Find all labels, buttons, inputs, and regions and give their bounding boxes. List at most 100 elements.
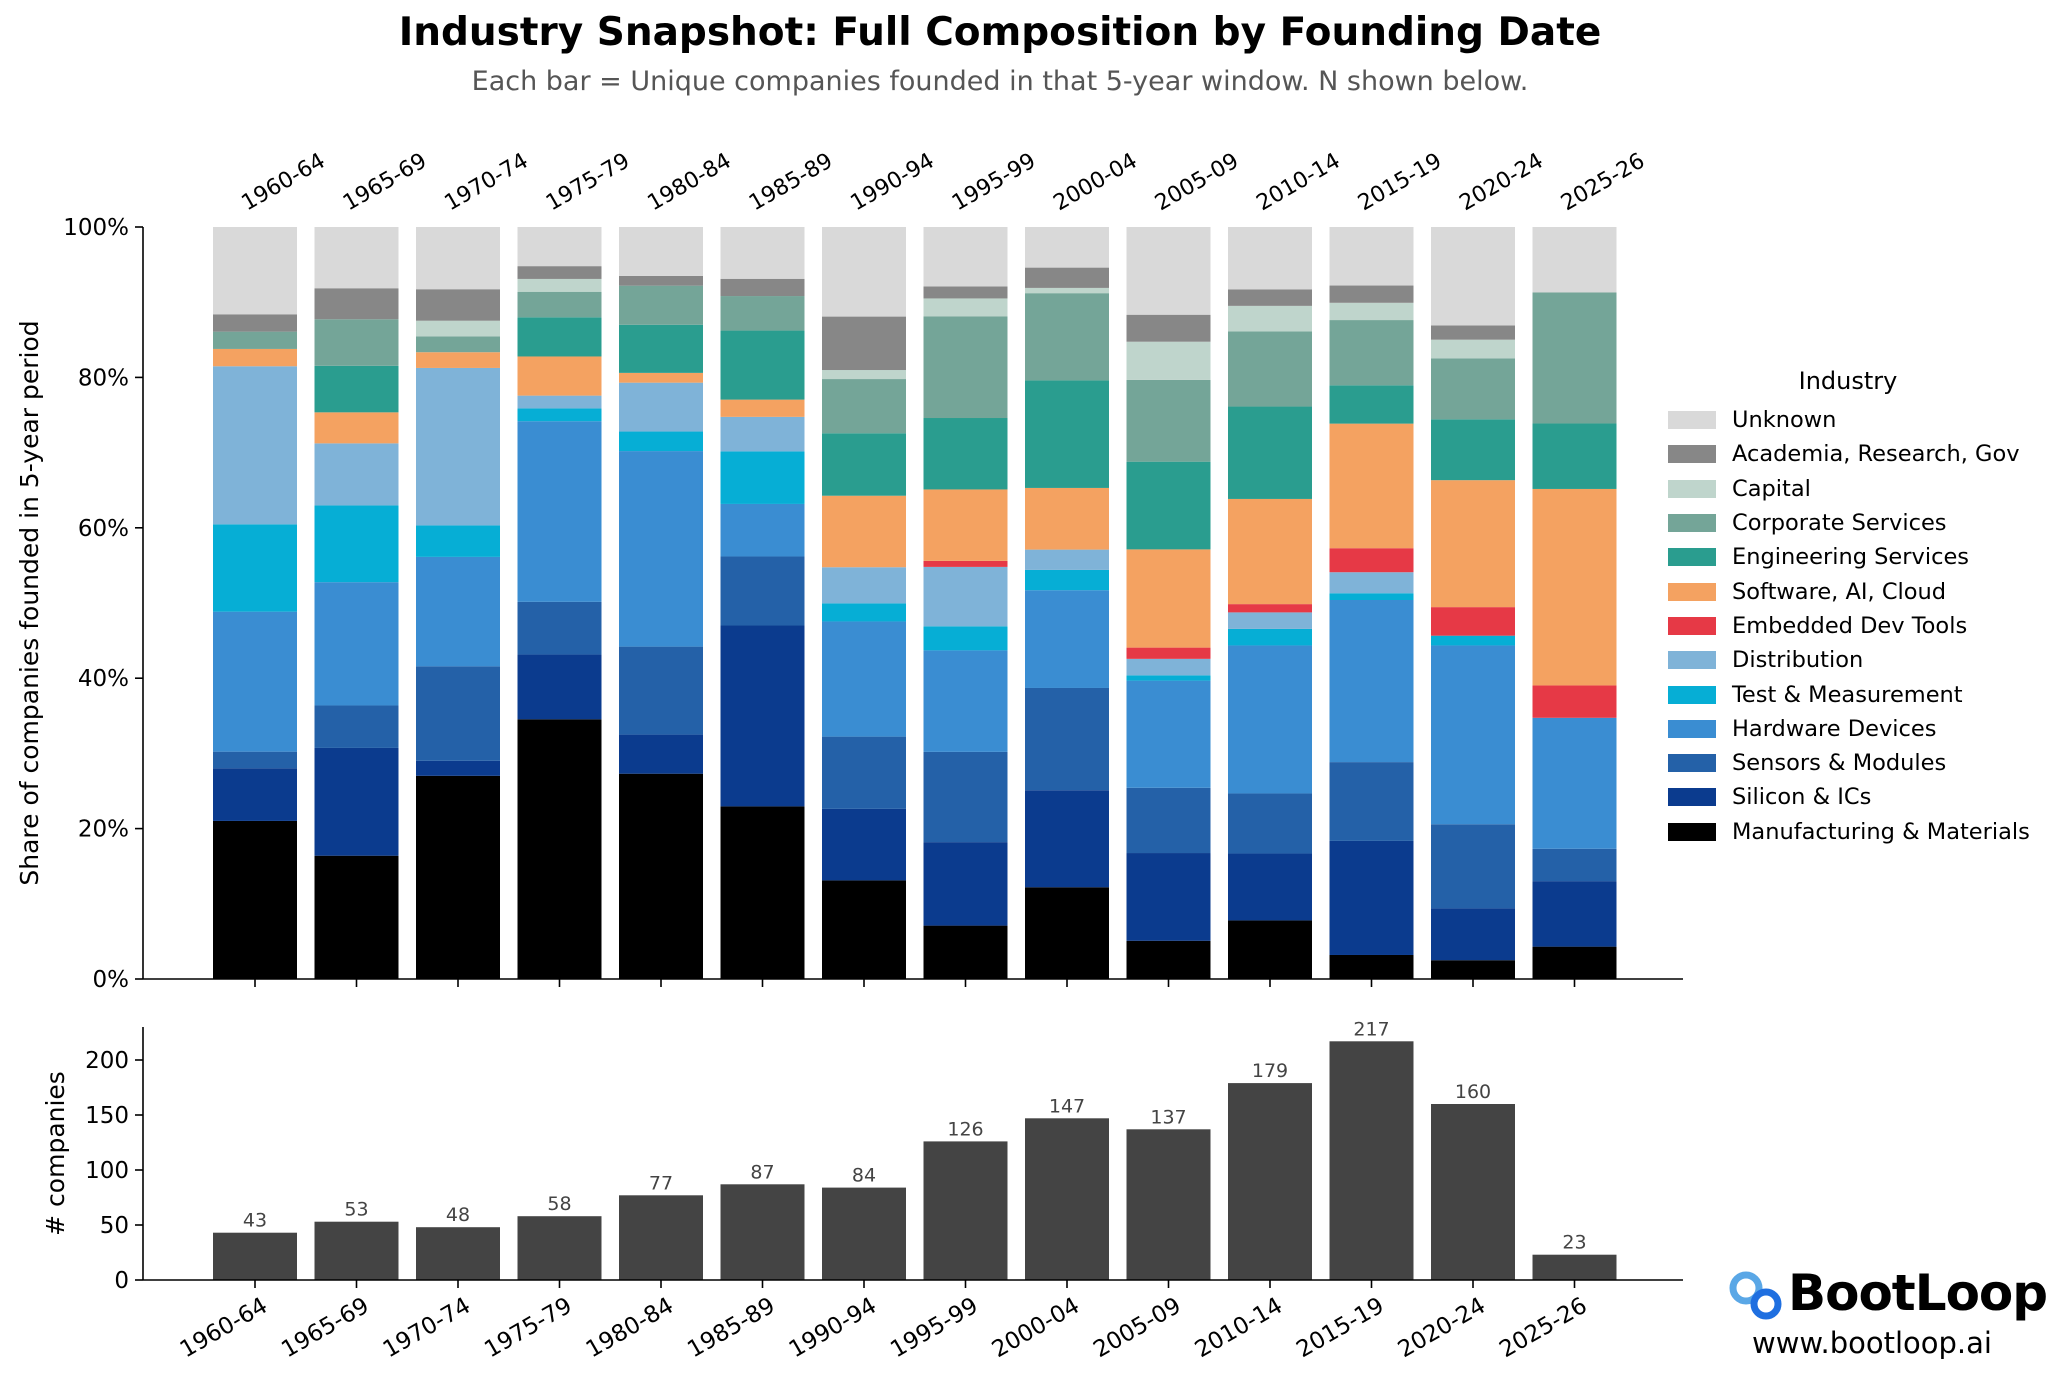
legend-swatch — [1668, 548, 1716, 567]
stacked-segment — [822, 736, 906, 809]
top-category-label: 2005-09 — [1151, 149, 1243, 217]
count-label: 53 — [344, 1199, 368, 1221]
stacked-segment — [619, 285, 703, 325]
stacked-segment — [517, 408, 602, 422]
stacked-segment — [1126, 658, 1211, 676]
top-category-label: 1980-84 — [644, 149, 736, 217]
stacked-segment — [619, 372, 703, 383]
stacked-segment — [416, 352, 500, 368]
x-tick-label: 2015-19 — [1292, 1293, 1388, 1364]
stacked-segment — [923, 751, 1008, 843]
count-label: 217 — [1353, 1018, 1389, 1040]
stacked-segment — [314, 582, 399, 706]
stacked-segment — [923, 626, 1008, 651]
stacked-segment — [923, 925, 1008, 979]
y-tick-label: 40% — [78, 666, 129, 692]
stacked-segment — [1431, 824, 1515, 909]
stacked-segment — [1532, 292, 1617, 424]
stacked-segment — [822, 880, 906, 979]
legend-swatch — [1668, 651, 1716, 670]
legend-label: Academia, Research, Gov — [1732, 441, 2020, 468]
x-tick-label: 2005-09 — [1089, 1293, 1185, 1364]
y-axis-label: Share of companies founded in 5-year per… — [15, 320, 44, 885]
stacked-segment — [314, 365, 399, 413]
legend-label: Hardware Devices — [1732, 715, 1937, 742]
stacked-segment — [923, 560, 1008, 567]
legend-item: Manufacturing & Materials — [1668, 815, 2038, 849]
stacked-segment — [720, 503, 805, 557]
stacked-segment — [314, 288, 399, 320]
legend-title: Industry — [1798, 367, 1898, 395]
count-label: 23 — [1562, 1232, 1586, 1254]
count-bar — [416, 1227, 500, 1280]
stacked-segment — [1431, 607, 1515, 636]
stacked-segment — [517, 395, 602, 409]
x-tick-label: 1965-69 — [277, 1293, 373, 1364]
legend-swatch — [1668, 788, 1716, 807]
count-bar — [1329, 1041, 1414, 1280]
stacked-segment — [1228, 498, 1312, 605]
stacked-segment — [822, 808, 906, 881]
stacked-segment — [213, 331, 297, 349]
stacked-segment — [822, 433, 906, 496]
stacked-segment — [213, 348, 297, 367]
legend-item: Distribution — [1668, 643, 2038, 677]
stacked-segment — [416, 227, 500, 290]
top-category-label: 1995-99 — [948, 149, 1040, 217]
stacked-segment — [923, 842, 1008, 926]
stacked-segment — [314, 505, 399, 583]
y-tick-label: 20% — [78, 817, 129, 843]
legend-label: Manufacturing & Materials — [1732, 818, 2030, 845]
stacked-segment — [416, 336, 500, 353]
y-tick-label: 100% — [63, 215, 129, 241]
stacked-segment — [1126, 940, 1211, 979]
count-bar — [1431, 1104, 1515, 1280]
x-tick-label: 1975-79 — [480, 1293, 576, 1364]
stacked-segment — [416, 367, 500, 526]
stacked-segment — [1329, 599, 1414, 763]
count-label: 160 — [1455, 1081, 1491, 1103]
stacked-segment — [517, 601, 602, 655]
stacked-segment — [1228, 305, 1312, 332]
legend-swatch — [1668, 445, 1716, 464]
stacked-segment — [1329, 840, 1414, 955]
stacked-segment — [1329, 593, 1414, 600]
legend-swatch — [1668, 514, 1716, 533]
stacked-segment — [1228, 406, 1312, 499]
x-tick-label: 2025-26 — [1495, 1293, 1591, 1364]
stacked-segment — [1126, 341, 1211, 380]
count-bar — [1532, 1254, 1617, 1280]
stacked-segment — [517, 421, 602, 602]
stacked-segment — [1431, 419, 1515, 481]
stacked-segment — [416, 320, 500, 337]
stacked-segment — [1126, 787, 1211, 854]
stacked-segment — [822, 316, 906, 371]
stacked-segment — [1025, 227, 1109, 268]
stacked-segment — [1431, 480, 1515, 608]
top-category-label: 2020-24 — [1456, 149, 1548, 217]
legend-label: Corporate Services — [1732, 510, 1947, 537]
stacked-segment — [1431, 645, 1515, 825]
legend-swatch — [1668, 754, 1716, 773]
stacked-segment — [619, 734, 703, 774]
stacked-segment — [1532, 227, 1617, 293]
stacked-segment — [1228, 227, 1312, 290]
stacked-segment — [1228, 331, 1312, 407]
stacked-segment — [720, 296, 805, 331]
count-bar — [314, 1221, 399, 1280]
stacked-segment — [619, 773, 703, 979]
legend-swatch — [1668, 411, 1716, 430]
stacked-segment — [314, 855, 399, 979]
stacked-segment — [720, 399, 805, 417]
legend-label: Embedded Dev Tools — [1732, 612, 1968, 639]
stacked-segment — [416, 775, 500, 979]
count-label: 77 — [649, 1172, 673, 1194]
count-bar — [517, 1216, 602, 1280]
stacked-segment — [1025, 790, 1109, 888]
stacked-segment — [213, 751, 297, 769]
legend-label: Distribution — [1732, 647, 1864, 674]
top-category-label: 1965-69 — [339, 149, 431, 217]
x-tick-label: 2000-04 — [988, 1293, 1084, 1364]
stacked-segment — [1025, 590, 1109, 688]
